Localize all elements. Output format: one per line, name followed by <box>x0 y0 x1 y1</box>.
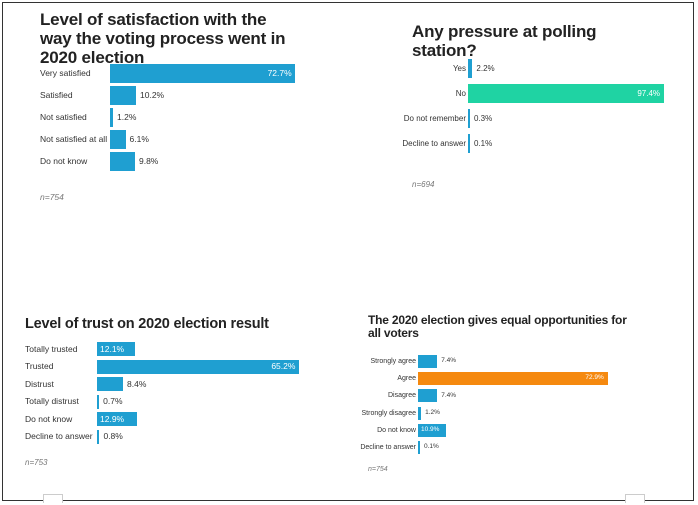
category-label-distrust: Distrust <box>25 378 54 389</box>
value-label-do-not-know: 9.8% <box>138 156 159 167</box>
category-label-strongly-disagree: Strongly disagree <box>361 409 416 417</box>
chart-title: Any pressure at polling station? <box>412 22 597 61</box>
category-label-disagree: Disagree <box>387 392 416 400</box>
bar-decline-to-answer <box>418 441 420 454</box>
corner-mark <box>625 494 645 503</box>
category-label-decline-to-answer: Decline to answer <box>25 431 93 442</box>
category-label-satisfied: Satisfied <box>40 90 73 101</box>
category-label-very-satisfied: Very satisfied <box>40 68 91 79</box>
sample-size-note: n=754 <box>40 192 64 202</box>
value-label-satisfied: 10.2% <box>140 90 165 101</box>
value-label-very-satisfied: 72.7% <box>267 68 292 79</box>
bar-strongly-agree <box>418 355 438 368</box>
category-label-totally-distrust: Totally distrust <box>25 396 79 407</box>
category-label-yes: Yes <box>452 63 466 73</box>
value-label-yes: 2.2% <box>476 63 495 73</box>
chart-title: The 2020 election gives equal opportunit… <box>368 313 627 341</box>
sample-size-note: n=753 <box>25 458 48 467</box>
value-label-no: 97.4% <box>637 88 661 98</box>
bar-do-not-know <box>110 152 135 171</box>
sample-size-note: n=754 <box>368 466 388 473</box>
value-label-strongly-agree: 7.4% <box>441 357 457 365</box>
bar-decline-to-answer <box>97 429 100 444</box>
bar-no <box>468 84 664 103</box>
category-label-not-satisfied: Not satisfied <box>40 112 87 123</box>
value-label-agree: 72.9% <box>585 374 604 382</box>
bar-totally-trusted <box>97 342 135 356</box>
bar-very-satisfied <box>110 64 296 83</box>
value-label-trusted: 65.2% <box>271 361 296 372</box>
corner-mark <box>43 494 63 503</box>
category-label-totally-trusted: Totally trusted <box>25 343 78 354</box>
bar-do-not-know <box>418 423 447 437</box>
bar-agree <box>418 372 608 386</box>
value-label-totally-distrust: 0.7% <box>103 396 123 407</box>
category-label-not-satisfied-at-all: Not satisfied at all <box>40 134 108 145</box>
value-label-decline-to-answer: 0.1% <box>424 443 439 451</box>
chart-title: Level of satisfaction with the way the v… <box>40 10 286 68</box>
category-label-agree: Agree <box>397 375 416 383</box>
value-label-do-not-know: 10.9% <box>421 426 440 434</box>
category-label-do-not-know: Do not know <box>25 413 73 424</box>
value-label-disagree: 7.4% <box>441 391 457 399</box>
value-label-not-satisfied: 1.2% <box>117 112 137 123</box>
bar-yes <box>468 59 473 78</box>
bar-decline-to-answer <box>468 134 470 153</box>
category-label-strongly-agree: Strongly agree <box>370 358 416 365</box>
value-label-decline-to-answer: 0.1% <box>474 138 493 148</box>
bar-do-not-remember <box>468 109 470 128</box>
value-label-totally-trusted: 12.1% <box>100 343 125 354</box>
bar-totally-distrust <box>97 394 100 409</box>
bar-trusted <box>97 359 300 374</box>
bar-satisfied <box>110 86 136 105</box>
chart-title: Level of trust on 2020 election result <box>25 316 269 332</box>
category-label-decline-to-answer: Decline to answer <box>402 138 466 148</box>
bar-not-satisfied <box>110 108 114 127</box>
value-label-decline-to-answer: 0.8% <box>103 431 123 442</box>
bar-disagree <box>418 389 438 403</box>
value-label-do-not-know: 12.9% <box>100 413 125 424</box>
bar-do-not-know <box>97 412 137 426</box>
category-label-no: No <box>455 88 466 98</box>
category-label-do-not-know: Do not know <box>377 426 416 434</box>
bar-distrust <box>97 377 124 391</box>
value-label-distrust: 8.4% <box>127 378 147 389</box>
value-label-do-not-remember: 0.3% <box>474 113 493 123</box>
category-label-do-not-remember: Do not remember <box>403 113 466 123</box>
value-label-not-satisfied-at-all: 6.1% <box>129 134 149 145</box>
category-label-trusted: Trusted <box>25 361 54 372</box>
category-label-decline-to-answer: Decline to answer <box>360 444 416 451</box>
value-label-strongly-disagree: 1.2% <box>425 408 440 416</box>
sample-size-note: n=694 <box>412 180 435 189</box>
bar-not-satisfied-at-all <box>110 130 126 149</box>
bar-strongly-disagree <box>418 406 422 420</box>
category-label-do-not-know: Do not know <box>40 156 88 167</box>
